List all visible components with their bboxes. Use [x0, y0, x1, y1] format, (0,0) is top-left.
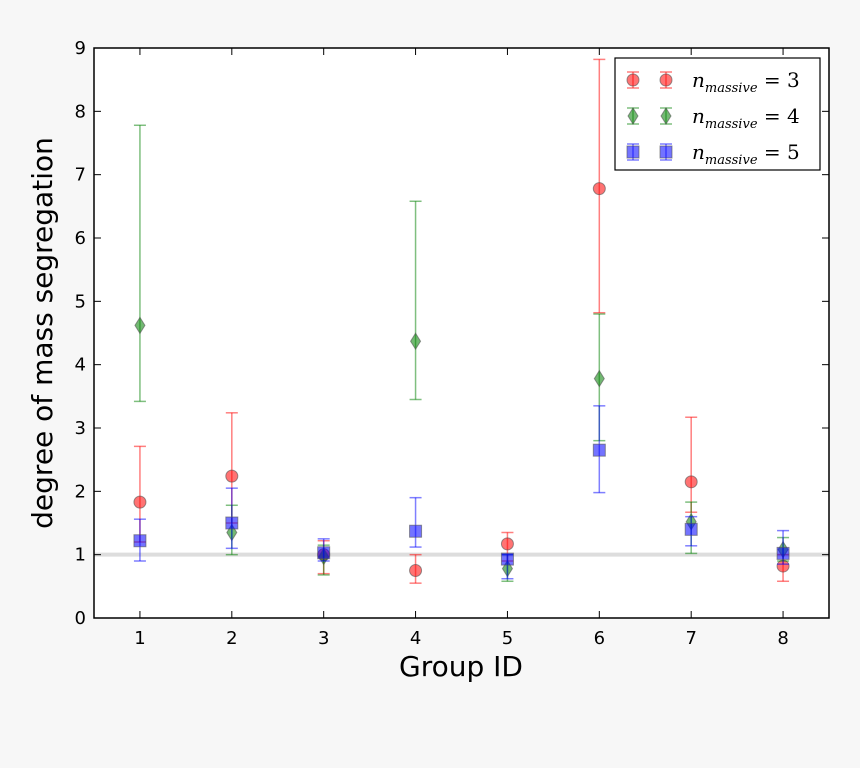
data-point [593, 369, 605, 388]
plot-frame [93, 47, 830, 619]
x-tick-label: 8 [777, 628, 788, 649]
x-tick-label: 3 [318, 628, 329, 649]
x-tick-label: 7 [685, 628, 696, 649]
legend-marker [659, 145, 673, 159]
legend-marker [626, 73, 640, 87]
data-point [409, 524, 423, 538]
data-point [592, 182, 606, 196]
data-point [134, 316, 146, 335]
x-axis-label: Group ID [399, 650, 523, 683]
y-axis-label: degree of mass segregation [26, 137, 59, 529]
y-tick-label: 3 [75, 418, 86, 439]
data-point [776, 546, 790, 560]
data-point [409, 332, 422, 351]
data-point [225, 469, 239, 483]
data-point [317, 546, 331, 560]
x-tick-label: 2 [226, 628, 237, 649]
y-tick-label: 6 [75, 228, 86, 249]
legend-marker [627, 107, 639, 125]
legend-marker [659, 73, 673, 87]
x-tick-label: 6 [594, 628, 605, 649]
data-point [133, 495, 147, 509]
y-tick-label: 4 [75, 355, 86, 376]
data-point [500, 537, 514, 551]
legend-box [614, 57, 821, 171]
data-point [684, 475, 698, 489]
x-tick-label: 4 [410, 628, 421, 649]
x-tick-label: 5 [502, 628, 513, 649]
y-tick-label: 9 [75, 38, 86, 59]
y-tick-label: 7 [75, 165, 86, 186]
y-tick-label: 1 [75, 545, 86, 566]
legend-label: nmassive = 5 [692, 140, 800, 168]
legend: nmassive = 3 nmassive = 4 nmassive = 5 [614, 57, 821, 171]
data-point [500, 552, 514, 566]
y-tick-label: 2 [75, 481, 86, 502]
y-tick-label: 8 [75, 101, 86, 122]
series-square [133, 405, 790, 580]
legend-marker [660, 107, 672, 125]
legend-label: nmassive = 3 [692, 68, 800, 96]
data-point [409, 564, 423, 577]
data-point [133, 534, 147, 548]
y-tick-label: 0 [75, 608, 86, 629]
legend-marker [626, 145, 640, 159]
data-point [684, 522, 698, 536]
data-point [592, 443, 606, 457]
x-tick-label: 1 [134, 628, 145, 649]
data-point [225, 516, 239, 530]
legend-label: nmassive = 4 [692, 104, 800, 132]
y-tick-label: 5 [75, 291, 86, 312]
